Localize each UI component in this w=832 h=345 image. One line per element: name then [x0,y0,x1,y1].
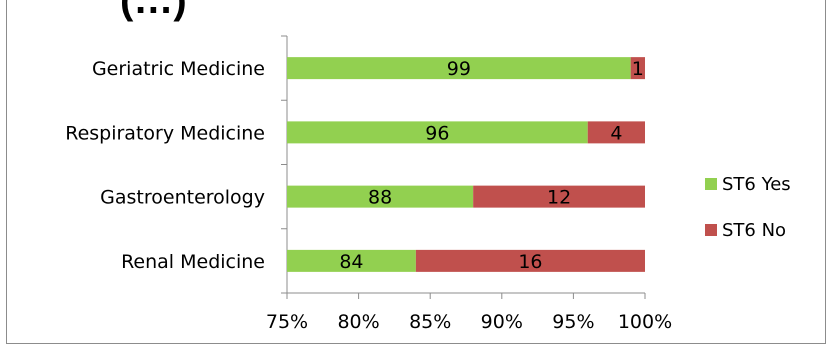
data-label: 12 [547,187,571,209]
legend-swatch [705,224,717,236]
chart-frame [6,0,826,344]
bar-segment [473,185,645,208]
data-label: 96 [425,122,449,144]
data-label: 99 [447,58,471,80]
category-label: Respiratory Medicine [65,122,265,144]
category-label: Renal Medicine [121,251,265,273]
bar-segment [587,121,645,144]
data-label: 84 [339,251,363,273]
axes: 75% 80% 85% 90% 95% 100% [266,35,672,333]
legend-label: ST6 No [722,220,786,241]
x-tick-label: 100% [618,311,672,333]
data-label: 1 [632,58,644,80]
bar-segment [630,57,645,80]
legend: ST6 Yes ST6 No [705,174,791,241]
category-label: Geriatric Medicine [92,58,265,80]
x-tick-label: 90% [481,311,523,333]
chart-title: (…) [120,0,187,22]
data-label: 4 [610,122,622,144]
bar-segment [287,121,588,144]
bar-segment [287,249,416,272]
bar-segment [287,185,474,208]
bars [287,57,645,272]
legend-swatch [705,178,717,190]
labels: Renal Medicine 84 16 Gastroenterology 88 12 Re… [65,58,644,273]
x-tick-label: 75% [266,311,308,333]
bar-segment [287,57,631,80]
x-tick-label: 80% [337,311,379,333]
x-tick-label: 85% [409,311,451,333]
bar-segment [415,249,645,272]
legend-label: ST6 Yes [722,174,791,195]
category-label: Gastroenterology [100,187,265,209]
data-label: 16 [518,251,542,273]
x-tick-label: 95% [552,311,594,333]
data-label: 88 [368,187,392,209]
